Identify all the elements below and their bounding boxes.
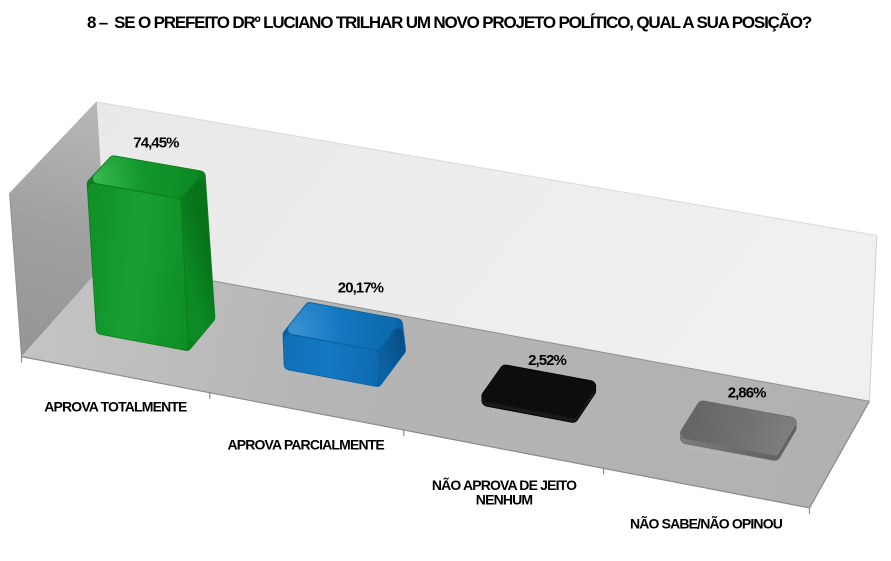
svg-text:20,17%: 20,17% bbox=[338, 280, 384, 297]
svg-text:APROVA PARCIALMENTE: APROVA PARCIALMENTE bbox=[227, 437, 384, 453]
svg-text:2,52%: 2,52% bbox=[528, 352, 566, 369]
svg-text:8 – SE O PREFEITO DRº LUCIANO: 8 – SE O PREFEITO DRº LUCIANO TRILHAR UM… bbox=[87, 12, 812, 32]
svg-text:74,45%: 74,45% bbox=[133, 135, 179, 152]
svg-text:NÃO APROVA DE JEITO: NÃO APROVA DE JEITO bbox=[432, 476, 577, 493]
svg-text:NÃO SABE/NÃO OPINOU: NÃO SABE/NÃO OPINOU bbox=[630, 514, 783, 531]
svg-text:APROVA TOTALMENTE: APROVA TOTALMENTE bbox=[44, 399, 187, 415]
svg-text:2,86%: 2,86% bbox=[728, 385, 766, 402]
svg-text:NENHUM: NENHUM bbox=[476, 492, 533, 508]
